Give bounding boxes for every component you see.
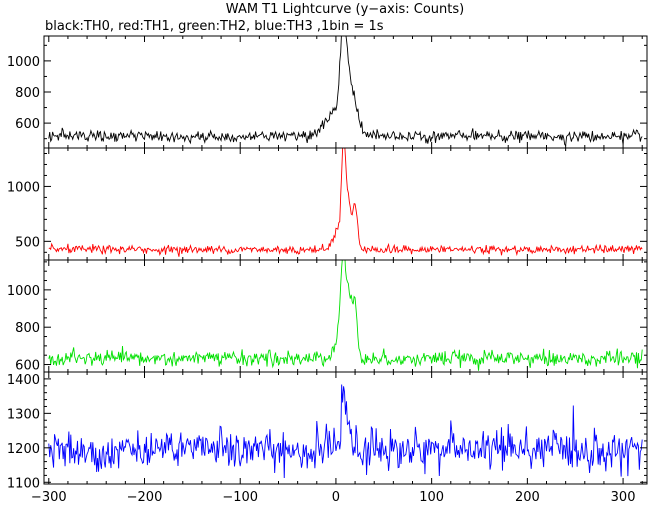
y-tick-label: 600 xyxy=(15,359,40,374)
x-tick-label: 200 xyxy=(515,490,540,505)
y-tick-label: 1200 xyxy=(7,442,40,457)
x-tick-label: 300 xyxy=(611,490,636,505)
x-tick-label: −200 xyxy=(127,490,163,505)
y-tick-label: 600 xyxy=(15,117,40,132)
y-tick-label: 1400 xyxy=(7,373,40,388)
x-tick-label: −300 xyxy=(31,490,67,505)
y-tick-label: 1000 xyxy=(7,284,40,299)
x-tick-label: −100 xyxy=(222,490,258,505)
series-line-th1 xyxy=(48,148,643,257)
x-axis: −300 −200 −100 0 100 200 300 xyxy=(31,490,636,505)
y-tick-label: 1000 xyxy=(7,55,40,70)
panel-frame xyxy=(43,35,648,149)
series-line-th2 xyxy=(48,260,643,371)
panel-th0: 600 800 1000 xyxy=(7,35,648,149)
y-tick-label: 1000 xyxy=(7,180,40,195)
panels-group: 6008001000500100060080010001100120013001… xyxy=(7,35,648,491)
y-tick-label: 800 xyxy=(15,321,40,336)
y-tick-label: 500 xyxy=(15,235,40,250)
series-line-th3 xyxy=(48,384,643,478)
y-tick-label: 1100 xyxy=(7,476,40,491)
x-tick-label: 0 xyxy=(332,490,340,505)
x-tick-label: 100 xyxy=(419,490,444,505)
panel-frame xyxy=(43,371,648,485)
series-line-th0 xyxy=(48,36,643,147)
y-tick-label: 800 xyxy=(15,86,40,101)
y-tick-label: 1300 xyxy=(7,407,40,422)
chart-subtitle: black:TH0, red:TH1, green:TH2, blue:TH3 … xyxy=(45,19,384,34)
chart-title: WAM T1 Lightcurve (y−axis: Counts) xyxy=(226,2,464,17)
panel-th1: 500 1000 xyxy=(7,147,648,261)
panel-th3: 1100 1200 1300 1400 xyxy=(7,371,648,491)
panel-th2: 600 800 1000 xyxy=(7,259,648,374)
